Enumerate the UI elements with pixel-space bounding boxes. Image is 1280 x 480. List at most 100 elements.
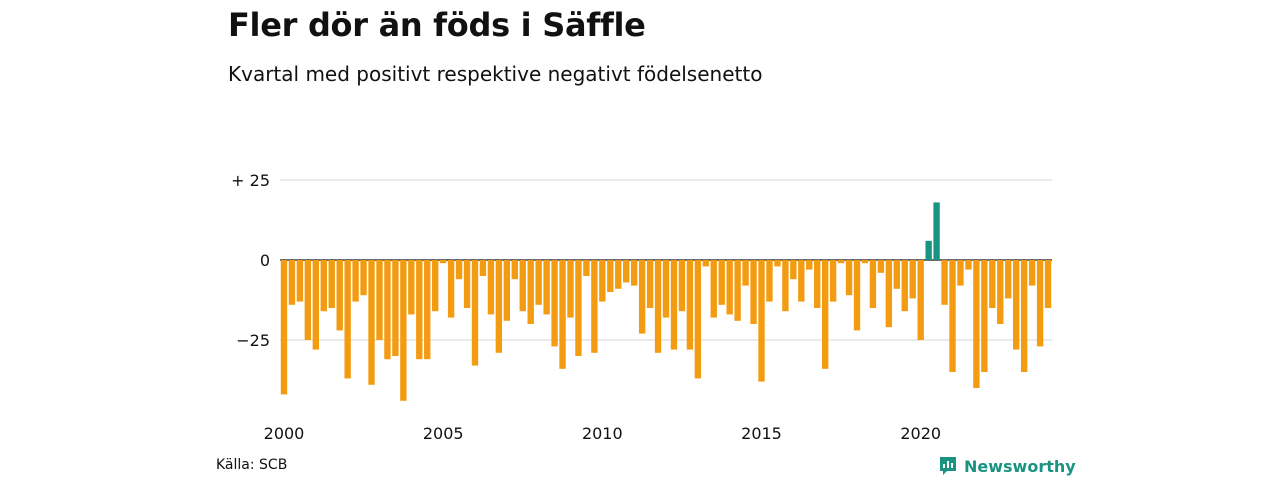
bar	[997, 260, 1004, 324]
bar	[1036, 260, 1044, 347]
x-tick-label: 2005	[423, 424, 464, 443]
bar	[392, 260, 399, 356]
bar	[511, 260, 518, 280]
bar	[615, 260, 622, 289]
bar	[432, 260, 439, 312]
bar	[806, 260, 813, 270]
bar	[623, 260, 630, 283]
bar	[662, 260, 670, 318]
bar	[782, 260, 789, 312]
bar	[877, 260, 885, 273]
bar	[280, 260, 288, 395]
x-tick-label: 2010	[582, 424, 623, 443]
bar	[686, 260, 694, 350]
bar	[575, 260, 582, 356]
bar	[455, 260, 463, 280]
bar	[957, 260, 964, 286]
bar	[424, 260, 431, 360]
bar	[296, 260, 304, 302]
bar	[519, 260, 526, 312]
y-tick-label: 0	[260, 251, 270, 270]
bar	[837, 260, 845, 264]
bar	[925, 240, 932, 260]
bar	[861, 260, 869, 264]
bar	[814, 260, 821, 308]
bar	[583, 260, 590, 276]
chart-subtitle: Kvartal med positivt respektive negativt…	[228, 62, 763, 86]
bar	[965, 260, 972, 270]
bar	[726, 260, 733, 315]
bar	[344, 260, 351, 379]
bar	[790, 260, 797, 280]
bar	[416, 260, 423, 360]
brand-logo[interactable]: Newsworthy	[938, 455, 1076, 477]
bar	[949, 260, 956, 372]
bars	[280, 202, 1052, 401]
bar	[821, 260, 829, 369]
bar	[1013, 260, 1020, 350]
bar	[638, 260, 646, 334]
bar	[543, 260, 550, 315]
bar	[893, 260, 900, 289]
bar-chart: + 25 0 −25 2000 2005 2010 2015 2020	[231, 171, 1052, 443]
bar	[1028, 260, 1036, 286]
bar	[901, 260, 908, 312]
bar	[1020, 260, 1028, 372]
bar	[853, 260, 861, 331]
bar	[758, 260, 765, 382]
chart-title: Fler dör än föds i Säffle	[228, 6, 646, 44]
source-note: Källa: SCB	[216, 457, 288, 473]
bar	[973, 260, 980, 388]
bar	[630, 260, 638, 286]
bar	[909, 260, 916, 299]
bar	[1005, 260, 1012, 299]
bar	[1044, 260, 1052, 308]
bar	[694, 260, 702, 379]
bar	[734, 260, 741, 321]
bar	[479, 260, 487, 276]
bar	[981, 260, 988, 372]
bar	[654, 260, 662, 353]
bar	[368, 260, 375, 385]
x-tick-label: 2015	[741, 424, 782, 443]
x-tick-labels: 2000 2005 2010 2015 2020	[264, 424, 941, 443]
bar	[845, 260, 853, 296]
bar	[408, 260, 415, 315]
bar	[869, 260, 877, 308]
bar	[376, 260, 383, 340]
bar	[678, 260, 686, 312]
bar	[670, 260, 678, 350]
bar	[742, 260, 749, 286]
bar	[718, 260, 725, 305]
newsworthy-logo-icon	[940, 457, 956, 475]
bar	[599, 260, 606, 302]
y-tick-label: + 25	[231, 171, 270, 190]
bar	[551, 260, 558, 347]
brand-name: Newsworthy	[964, 456, 1076, 476]
y-tick-labels: + 25 0 −25	[231, 171, 270, 350]
bar	[917, 260, 924, 340]
bar	[503, 260, 511, 321]
bar	[360, 260, 367, 296]
bar	[774, 260, 781, 267]
bar	[559, 260, 566, 369]
x-tick-label: 2020	[900, 424, 941, 443]
bar	[320, 260, 327, 312]
y-tick-label: −25	[236, 331, 270, 350]
bar	[989, 260, 996, 308]
bar	[885, 260, 893, 328]
bar	[328, 260, 335, 308]
bar	[439, 260, 447, 264]
bar	[798, 260, 805, 302]
bar	[710, 260, 717, 318]
bar	[567, 260, 574, 318]
bar	[941, 260, 948, 305]
bar	[336, 260, 343, 331]
bar	[304, 260, 312, 340]
bar	[591, 260, 598, 353]
bar	[447, 260, 455, 318]
bar	[702, 260, 709, 267]
bar	[288, 260, 296, 305]
bar	[607, 260, 614, 292]
bar	[463, 260, 471, 308]
